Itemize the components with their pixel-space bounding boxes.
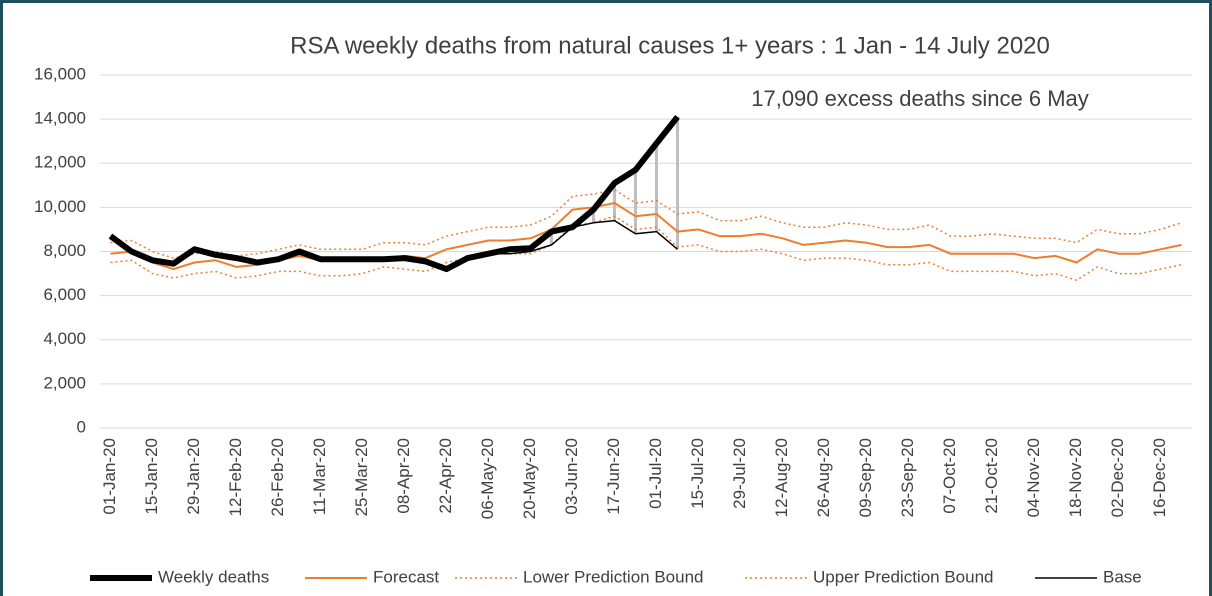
x-tick-label: 17-Jun-20 xyxy=(604,438,623,515)
y-tick-label: 12,000 xyxy=(34,153,86,172)
x-tick-label: 20-May-20 xyxy=(520,438,539,519)
x-tick-label: 06-May-20 xyxy=(478,438,497,519)
x-tick-label: 29-Jan-20 xyxy=(184,438,203,515)
x-tick-label: 07-Oct-20 xyxy=(940,438,959,514)
x-tick-label: 26-Aug-20 xyxy=(814,438,833,517)
x-tick-label: 23-Sep-20 xyxy=(898,438,917,517)
x-tick-label: 29-Jul-20 xyxy=(730,438,749,509)
x-tick-label: 02-Dec-20 xyxy=(1108,438,1127,517)
x-tick-label: 26-Feb-20 xyxy=(268,438,287,516)
x-tick-label: 03-Jun-20 xyxy=(562,438,581,515)
series-line xyxy=(110,215,1182,281)
x-tick-label: 08-Apr-20 xyxy=(394,438,413,514)
legend-label: Lower Prediction Bound xyxy=(523,567,704,586)
y-tick-label: 4,000 xyxy=(43,329,86,348)
y-tick-label: 10,000 xyxy=(34,197,86,216)
legend-label: Weekly deaths xyxy=(158,567,269,586)
x-tick-label: 01-Jul-20 xyxy=(646,438,665,509)
x-tick-label: 25-Mar-20 xyxy=(352,438,371,516)
x-tick-label: 18-Nov-20 xyxy=(1066,438,1085,517)
x-tick-label: 04-Nov-20 xyxy=(1024,438,1043,517)
y-tick-label: 14,000 xyxy=(34,109,86,128)
y-tick-label: 16,000 xyxy=(34,64,86,83)
x-tick-label: 09-Sep-20 xyxy=(856,438,875,517)
y-tick-label: 0 xyxy=(77,417,86,436)
x-tick-label: 15-Jul-20 xyxy=(688,438,707,509)
legend-label: Upper Prediction Bound xyxy=(813,567,994,586)
annotation: 17,090 excess deaths since 6 May xyxy=(751,86,1089,111)
x-tick-label: 12-Feb-20 xyxy=(226,438,245,516)
y-tick-label: 2,000 xyxy=(43,373,86,392)
x-tick-label: 01-Jan-20 xyxy=(100,438,119,515)
y-tick-label: 8,000 xyxy=(43,241,86,260)
x-tick-label: 16-Dec-20 xyxy=(1150,438,1169,517)
x-tick-label: 11-Mar-20 xyxy=(310,438,329,515)
series-line xyxy=(108,115,680,273)
x-tick-label: 15-Jan-20 xyxy=(142,438,161,515)
chart-title: RSA weekly deaths from natural causes 1+… xyxy=(290,32,1050,59)
legend-label: Base xyxy=(1103,567,1142,586)
x-tick-label: 12-Aug-20 xyxy=(772,438,791,517)
series-line xyxy=(110,188,1182,259)
legend-label: Forecast xyxy=(373,567,439,586)
y-tick-label: 6,000 xyxy=(43,285,86,304)
x-tick-label: 22-Apr-20 xyxy=(436,438,455,514)
x-tick-label: 21-Oct-20 xyxy=(982,438,1001,514)
